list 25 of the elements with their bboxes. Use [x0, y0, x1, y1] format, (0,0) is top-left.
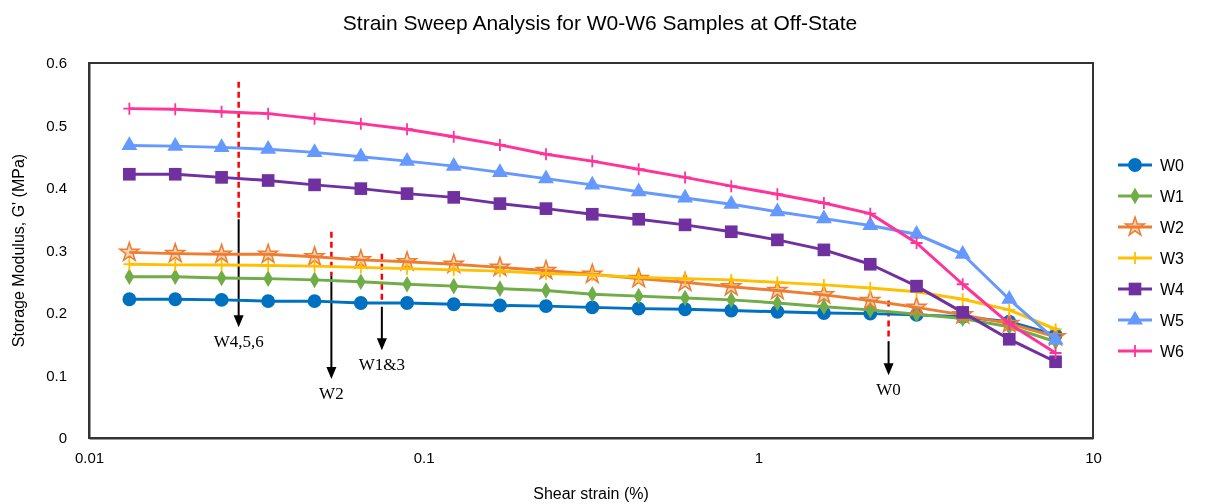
chart-title: Strain Sweep Analysis for W0-W6 Samples at Off-State	[342, 11, 858, 34]
legend-label: W3	[1160, 250, 1185, 267]
x-tick-label: 1	[754, 448, 764, 466]
y-tick-label: 0.1	[46, 366, 67, 384]
ref-line-label: W0	[876, 380, 901, 400]
ref-line-label: W1&3	[358, 355, 405, 375]
y-tick-label: 0.6	[46, 54, 67, 72]
x-tick-label: 0.1	[413, 448, 435, 466]
y-tick-label: 0	[58, 429, 67, 447]
ref-line-label: W2	[319, 384, 344, 403]
legend-label: W0	[1160, 157, 1185, 174]
y-tick-label: 0.3	[46, 241, 67, 259]
legend-label: W4	[1160, 281, 1185, 298]
legend-label: W5	[1160, 312, 1185, 329]
legend-label: W6	[1160, 343, 1185, 360]
legend-label: W2	[1160, 219, 1185, 236]
y-tick-label: 0.5	[46, 116, 67, 134]
y-tick-label: 0.2	[46, 304, 67, 322]
y-tick-label: 0.4	[46, 179, 67, 197]
ref-line-label: W4,5,6	[213, 332, 264, 352]
legend-label: W1	[1160, 188, 1185, 205]
x-tick-label: 0.01	[74, 448, 105, 466]
y-axis-title: Storage Modulus, G' (MPa)	[10, 153, 27, 348]
x-tick-label: 10	[1085, 448, 1102, 466]
x-axis-title: Shear strain (%)	[533, 485, 649, 502]
